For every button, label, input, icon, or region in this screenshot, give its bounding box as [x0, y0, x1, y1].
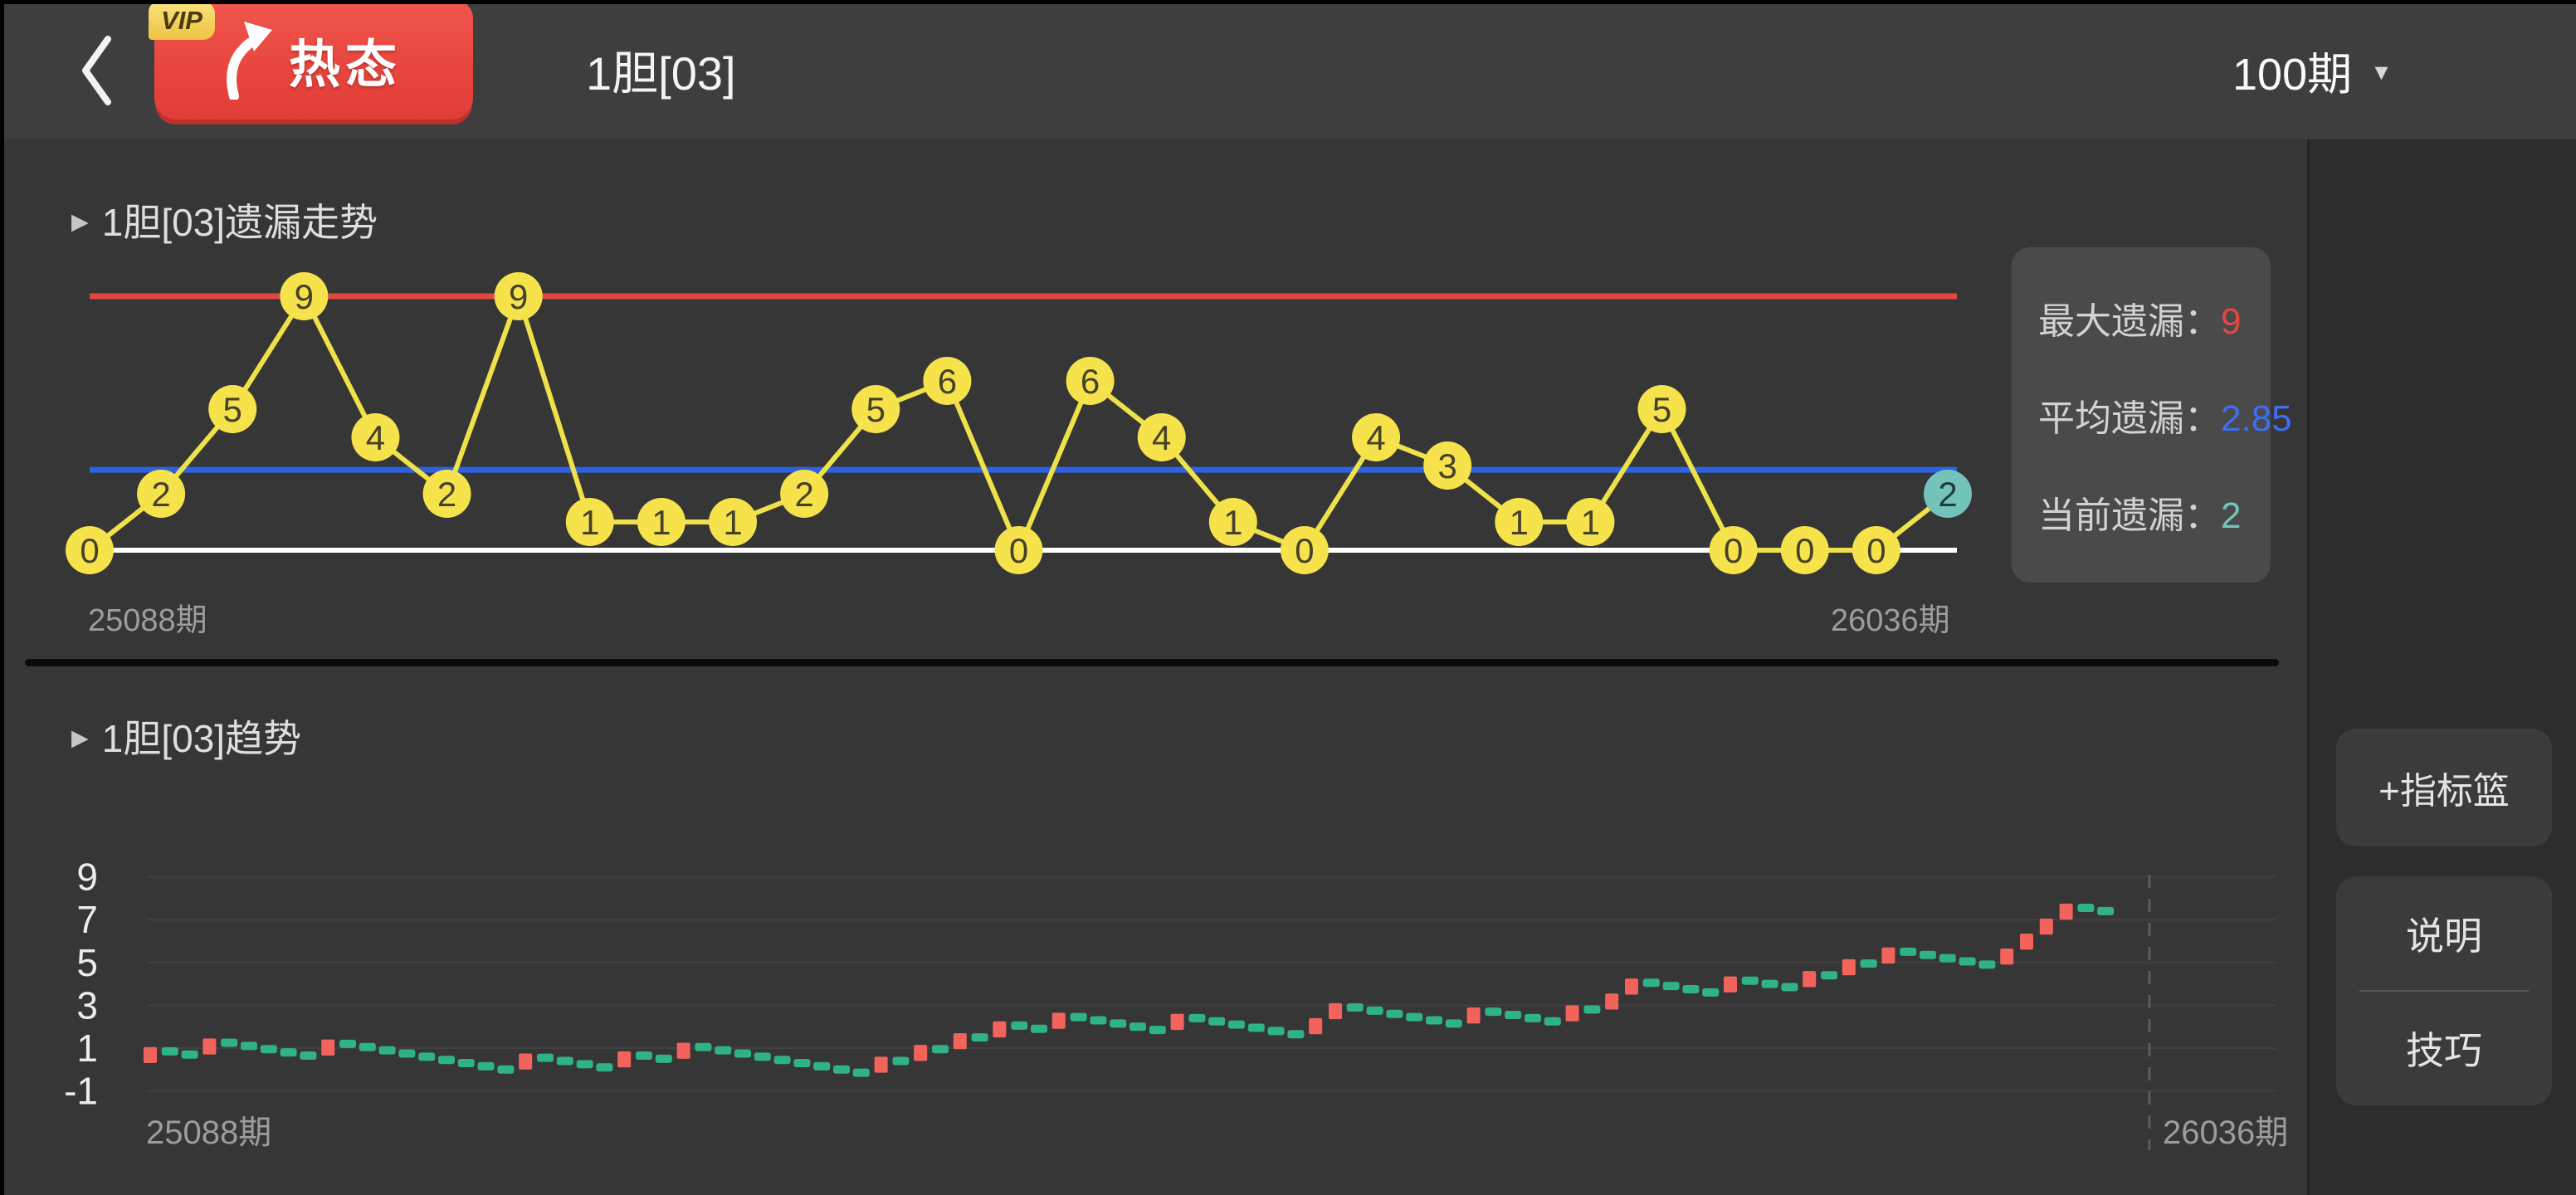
- svg-text:1: 1: [651, 503, 671, 542]
- section-title-miss: 1胆[03]遗漏走势: [101, 201, 378, 244]
- svg-text:5: 5: [223, 390, 242, 429]
- hot-mode-badge[interactable]: VIP 热态: [149, 0, 473, 120]
- svg-text:0: 0: [80, 531, 99, 570]
- stat-avg-miss: 平均遗漏：2.85: [2038, 388, 2292, 441]
- screen-edge-top: [0, 0, 2576, 4]
- miss-axis-start-label: 25088期: [88, 603, 207, 638]
- tips-button[interactable]: 技巧: [2406, 1029, 2482, 1072]
- hot-mode-label: 热态: [289, 37, 402, 94]
- back-button[interactable]: [66, 25, 126, 116]
- svg-text:6: 6: [1081, 362, 1100, 401]
- svg-text:2: 2: [437, 475, 456, 514]
- stat-max-miss: 最大遗漏：9: [2038, 291, 2271, 344]
- svg-text:9: 9: [509, 277, 528, 316]
- svg-text:2: 2: [794, 475, 813, 514]
- period-label: 100期: [2232, 49, 2353, 100]
- stats-panel: 最大遗漏：9 平均遗漏：2.85 当前遗漏：2: [2012, 247, 2292, 583]
- trend-axis-start-label: 25088期: [146, 1115, 272, 1151]
- svg-text:4: 4: [1152, 418, 1171, 457]
- miss-trend-chart: 0 2 5 9 4 2 9 1 1 1 2 5 6 0 6 4 1 0 4 3 1 1 5 0 0 0 2: [66, 272, 1972, 574]
- stat-current-miss: 当前遗漏：2: [2038, 485, 2271, 539]
- stat-current-label: 当前遗漏：: [2038, 495, 2221, 537]
- up-arrow-icon: [227, 22, 272, 100]
- trend-axis-end-label: 26036期: [2163, 1115, 2289, 1151]
- svg-text:4: 4: [1366, 418, 1385, 457]
- chevron-left-icon: [82, 36, 111, 105]
- svg-text:9: 9: [295, 277, 314, 316]
- stat-max-value: 9: [2221, 300, 2242, 342]
- miss-axis-end-label: 26036期: [1831, 603, 1950, 638]
- svg-text:2: 2: [1938, 475, 1957, 514]
- add-indicator-basket-button[interactable]: +指标篮: [2336, 729, 2552, 846]
- period-selector[interactable]: 100期 ▼: [2232, 0, 2393, 139]
- stat-avg-value: 2.85: [2221, 398, 2292, 439]
- stat-current-value: 2: [2221, 495, 2242, 537]
- svg-text:0: 0: [1724, 531, 1743, 570]
- svg-text:0: 0: [1009, 531, 1028, 570]
- panel-divider: [2359, 990, 2529, 992]
- svg-text:0: 0: [1795, 531, 1814, 570]
- section-title-trend: 1胆[03]趋势: [101, 717, 302, 760]
- svg-text:1: 1: [1510, 503, 1529, 542]
- svg-text:3: 3: [1438, 446, 1457, 485]
- stat-avg-label: 平均遗漏：: [2038, 398, 2221, 439]
- svg-text:3: 3: [76, 983, 98, 1027]
- section-header-miss-trend[interactable]: ▶ 1胆[03]遗漏走势: [71, 193, 378, 247]
- section-divider: [25, 659, 2279, 666]
- right-sidebar: +指标篮 说明 技巧: [2307, 139, 2576, 1195]
- chevron-down-icon: ▼: [2370, 59, 2393, 85]
- svg-text:0: 0: [1866, 531, 1886, 570]
- collapse-triangle-icon: ▶: [71, 208, 89, 234]
- screen-edge-left: [0, 0, 4, 1195]
- svg-text:4: 4: [366, 418, 385, 457]
- collapse-triangle-icon: ▶: [71, 724, 89, 750]
- svg-text:0: 0: [1295, 531, 1314, 570]
- svg-text:1: 1: [76, 1027, 98, 1070]
- svg-text:2: 2: [151, 475, 170, 514]
- svg-text:1: 1: [1223, 503, 1242, 542]
- section-header-trend[interactable]: ▶ 1胆[03]趋势: [71, 709, 301, 763]
- svg-text:1: 1: [1581, 503, 1600, 542]
- svg-text:5: 5: [866, 390, 886, 429]
- vip-tag: VIP: [149, 2, 215, 40]
- svg-text:6: 6: [938, 362, 957, 401]
- stat-max-label: 最大遗漏：: [2038, 300, 2221, 342]
- header-bar: VIP 热态 1胆[03] 100期 ▼: [0, 0, 2576, 139]
- svg-text:-1: -1: [64, 1070, 98, 1113]
- svg-text:5: 5: [1652, 390, 1671, 429]
- svg-text:1: 1: [723, 503, 742, 542]
- svg-text:1: 1: [580, 503, 599, 542]
- page-title: 1胆[03]: [586, 46, 736, 100]
- help-panel: 说明 技巧: [2336, 876, 2552, 1105]
- svg-text:7: 7: [76, 898, 98, 941]
- explain-button[interactable]: 说明: [2406, 915, 2482, 958]
- svg-text:9: 9: [76, 856, 98, 899]
- svg-text:5: 5: [76, 941, 98, 984]
